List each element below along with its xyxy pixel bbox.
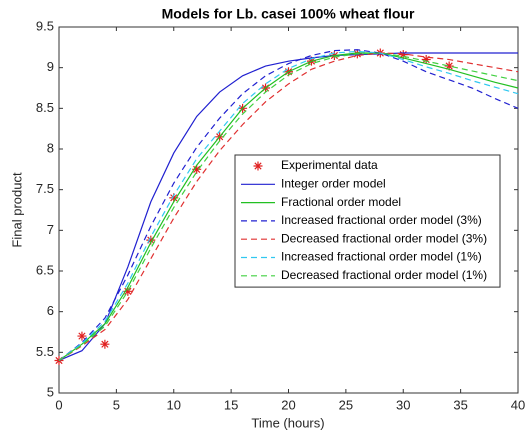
data-point — [77, 331, 87, 341]
data-point — [54, 355, 64, 365]
y-tick-label: 5.5 — [36, 344, 54, 359]
x-tick-label: 30 — [396, 397, 410, 412]
data-point — [146, 235, 156, 245]
x-tick-label: 35 — [453, 397, 467, 412]
data-point — [398, 50, 408, 60]
y-tick-label: 9 — [47, 59, 54, 74]
y-tick-label: 6.5 — [36, 262, 54, 277]
series-line — [58, 52, 519, 361]
x-tick-label: 20 — [281, 397, 295, 412]
x-axis-label: Time (hours) — [251, 415, 324, 430]
legend-label: Decreased fractional order model (3%) — [281, 231, 487, 245]
y-tick-label: 7.5 — [36, 181, 54, 196]
legend-label: Increased fractional order model (3%) — [281, 213, 482, 227]
data-point — [444, 61, 454, 71]
x-tick-label: 40 — [511, 397, 525, 412]
legend-label: Experimental data — [281, 158, 378, 172]
series-line — [58, 49, 519, 361]
legend-label: Decreased fractional order model (1%) — [281, 268, 487, 282]
y-tick-label: 6 — [47, 303, 54, 318]
legend-marker — [253, 161, 263, 171]
series-line — [58, 50, 519, 361]
legend-label: Integer order model — [281, 176, 386, 190]
x-tick-label: 25 — [339, 397, 353, 412]
data-point — [192, 164, 202, 174]
y-tick-label: 9.5 — [36, 18, 54, 33]
legend-label: Increased fractional order model (1%) — [281, 250, 482, 264]
data-point — [421, 55, 431, 65]
x-tick-label: 0 — [55, 397, 62, 412]
plot-frame — [58, 26, 519, 394]
y-tick-label: 8.5 — [36, 100, 54, 115]
data-point — [169, 193, 179, 203]
y-tick-label: 7 — [47, 222, 54, 237]
legend-label: Fractional order model — [281, 195, 401, 209]
y-tick-label: 5 — [47, 384, 54, 399]
legend-box — [234, 154, 501, 288]
series-line — [58, 52, 519, 361]
data-point — [123, 286, 133, 296]
series-line — [58, 52, 518, 362]
chart-title: Models for Lb. casei 100% wheat flour — [162, 6, 415, 22]
y-axis-label: Final product — [9, 172, 24, 248]
x-tick-label: 10 — [167, 397, 181, 412]
x-tick-label: 15 — [224, 397, 238, 412]
x-tick-label: 5 — [113, 397, 120, 412]
series-line — [58, 52, 519, 361]
y-tick-label: 8 — [47, 140, 54, 155]
data-point — [100, 339, 110, 349]
